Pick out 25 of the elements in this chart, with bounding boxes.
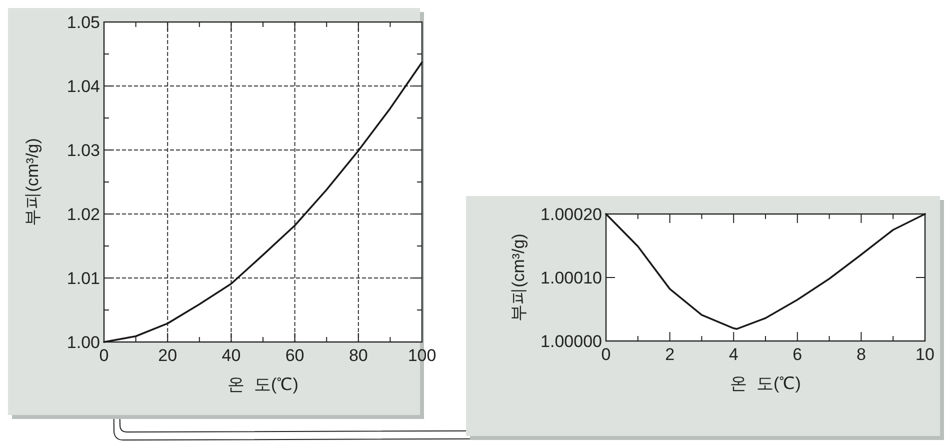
y-tick-label: 1.03 <box>66 141 100 160</box>
x-tick-label: 4 <box>728 345 738 364</box>
x-tick-label: 2 <box>665 345 675 364</box>
x-tick-label: 6 <box>792 345 802 364</box>
y-tick-label: 1.02 <box>66 205 100 224</box>
x-tick-label: 80 <box>348 346 368 365</box>
y-tick-label: 1.00020 <box>540 205 602 224</box>
y-tick-label: 1.00 <box>66 333 100 352</box>
y-tick-label: 1.00000 <box>540 332 602 351</box>
x-tick-label: 40 <box>222 346 241 365</box>
x-tick-label: 0 <box>601 345 611 364</box>
x-axis-title: 온 도(℃) <box>730 374 801 393</box>
x-tick-label: 8 <box>856 345 866 364</box>
y-tick-label: 1.00010 <box>540 268 602 288</box>
y-axis-title: 부피(cm³/g) <box>509 234 528 322</box>
x-tick-label: 20 <box>158 346 178 365</box>
y-tick-label: 1.04 <box>66 77 100 96</box>
x-tick-label: 10 <box>916 345 934 364</box>
y-tick-label: 1.01 <box>66 269 100 288</box>
x-axis-title: 온 도(℃) <box>228 375 298 394</box>
y-axis-title: 부피(cm³/g) <box>23 138 42 226</box>
y-tick-label: 1.05 <box>66 13 100 32</box>
x-tick-label: 100 <box>408 346 436 365</box>
x-tick-label: 0 <box>99 346 109 365</box>
x-tick-label: 60 <box>285 346 304 365</box>
